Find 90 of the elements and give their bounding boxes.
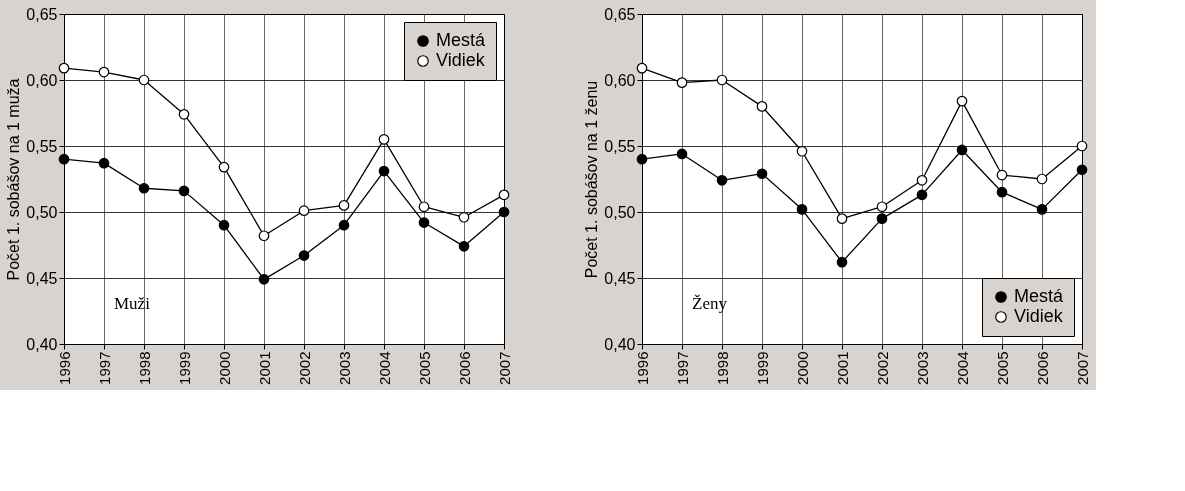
x-tick-label: 1996 xyxy=(633,351,651,385)
y-tick-label: 0,55 xyxy=(604,137,636,155)
point xyxy=(258,230,270,242)
point xyxy=(716,174,728,186)
point xyxy=(498,206,510,218)
point xyxy=(298,205,310,217)
point xyxy=(916,174,928,186)
x-tick-label: 2000 xyxy=(793,351,811,385)
legend-label: Mestá xyxy=(436,30,487,50)
y-axis-title: Počet 1. sobášov na 1 muža xyxy=(5,78,23,281)
point xyxy=(418,201,430,213)
point xyxy=(458,211,470,223)
x-tick-label: 2003 xyxy=(913,351,931,385)
point xyxy=(756,168,768,180)
legend-label: Vidiek xyxy=(1014,306,1064,326)
x-tick-label: 2007 xyxy=(495,351,513,385)
y-tick-label: 0,65 xyxy=(604,5,636,23)
x-tick-label: 2006 xyxy=(455,351,473,385)
point xyxy=(378,134,390,145)
point xyxy=(876,213,888,224)
point xyxy=(796,145,808,157)
x-tick-label: 2003 xyxy=(335,351,353,385)
x-tick-label: 1997 xyxy=(95,351,113,385)
point xyxy=(1076,140,1088,152)
point xyxy=(836,213,848,224)
x-tick-label: 1999 xyxy=(175,351,193,385)
point xyxy=(258,273,270,285)
x-tick-label: 2007 xyxy=(1073,351,1091,385)
point xyxy=(58,62,70,74)
x-tick-label: 2002 xyxy=(295,351,313,385)
x-tick-label: 2004 xyxy=(375,351,393,385)
point xyxy=(676,148,688,160)
point xyxy=(418,217,430,228)
point xyxy=(796,204,808,215)
x-tick-label: 2000 xyxy=(215,351,233,385)
x-tick-label: 1997 xyxy=(673,351,691,385)
point xyxy=(138,182,150,194)
point xyxy=(636,153,648,165)
y-tick-label: 0,40 xyxy=(26,335,58,353)
y-tick-label: 0,45 xyxy=(604,269,636,287)
point xyxy=(996,169,1008,181)
point xyxy=(58,153,70,165)
point xyxy=(218,161,230,173)
x-tick-label: 1998 xyxy=(135,351,153,385)
point xyxy=(178,185,190,197)
point xyxy=(996,186,1008,198)
x-tick-label: 2004 xyxy=(953,351,971,385)
y-axis-title: Počet 1. sobášov na 1 ženu xyxy=(583,80,601,279)
x-tick-label: 2002 xyxy=(873,351,891,385)
legend-label: Vidiek xyxy=(436,50,486,70)
x-tick-label: 1996 xyxy=(55,351,73,385)
x-tick-label: 1998 xyxy=(713,351,731,385)
point xyxy=(716,74,728,86)
point xyxy=(498,189,510,201)
point xyxy=(956,144,968,156)
point xyxy=(876,201,888,213)
y-tick-label: 0,65 xyxy=(26,5,58,23)
x-tick-label: 2005 xyxy=(415,351,433,385)
y-tick-label: 0,45 xyxy=(26,269,58,287)
y-tick-label: 0,40 xyxy=(604,335,636,353)
x-tick-label: 2006 xyxy=(1033,351,1051,385)
point xyxy=(338,200,350,211)
point xyxy=(98,66,110,78)
y-tick-label: 0,60 xyxy=(26,71,58,89)
point xyxy=(676,77,688,88)
point xyxy=(836,256,848,268)
point xyxy=(1036,173,1048,185)
point xyxy=(636,62,648,74)
point xyxy=(298,250,310,261)
x-tick-label: 1999 xyxy=(753,351,771,385)
point xyxy=(916,189,928,201)
legend-label: Mestá xyxy=(1014,286,1065,306)
y-tick-label: 0,50 xyxy=(604,203,636,221)
x-tick-label: 2001 xyxy=(255,351,273,385)
point xyxy=(218,219,230,231)
point xyxy=(1076,164,1088,176)
point xyxy=(756,101,768,112)
point xyxy=(1036,204,1048,215)
point xyxy=(178,108,190,120)
y-tick-label: 0,55 xyxy=(26,137,58,155)
y-tick-label: 0,50 xyxy=(26,203,58,221)
point xyxy=(338,219,350,231)
point xyxy=(956,95,968,107)
x-tick-label: 2001 xyxy=(833,351,851,385)
point xyxy=(458,240,470,252)
y-tick-label: 0,60 xyxy=(604,71,636,89)
point xyxy=(138,74,150,86)
point xyxy=(98,157,110,169)
x-tick-label: 2005 xyxy=(993,351,1011,385)
point xyxy=(378,165,390,177)
